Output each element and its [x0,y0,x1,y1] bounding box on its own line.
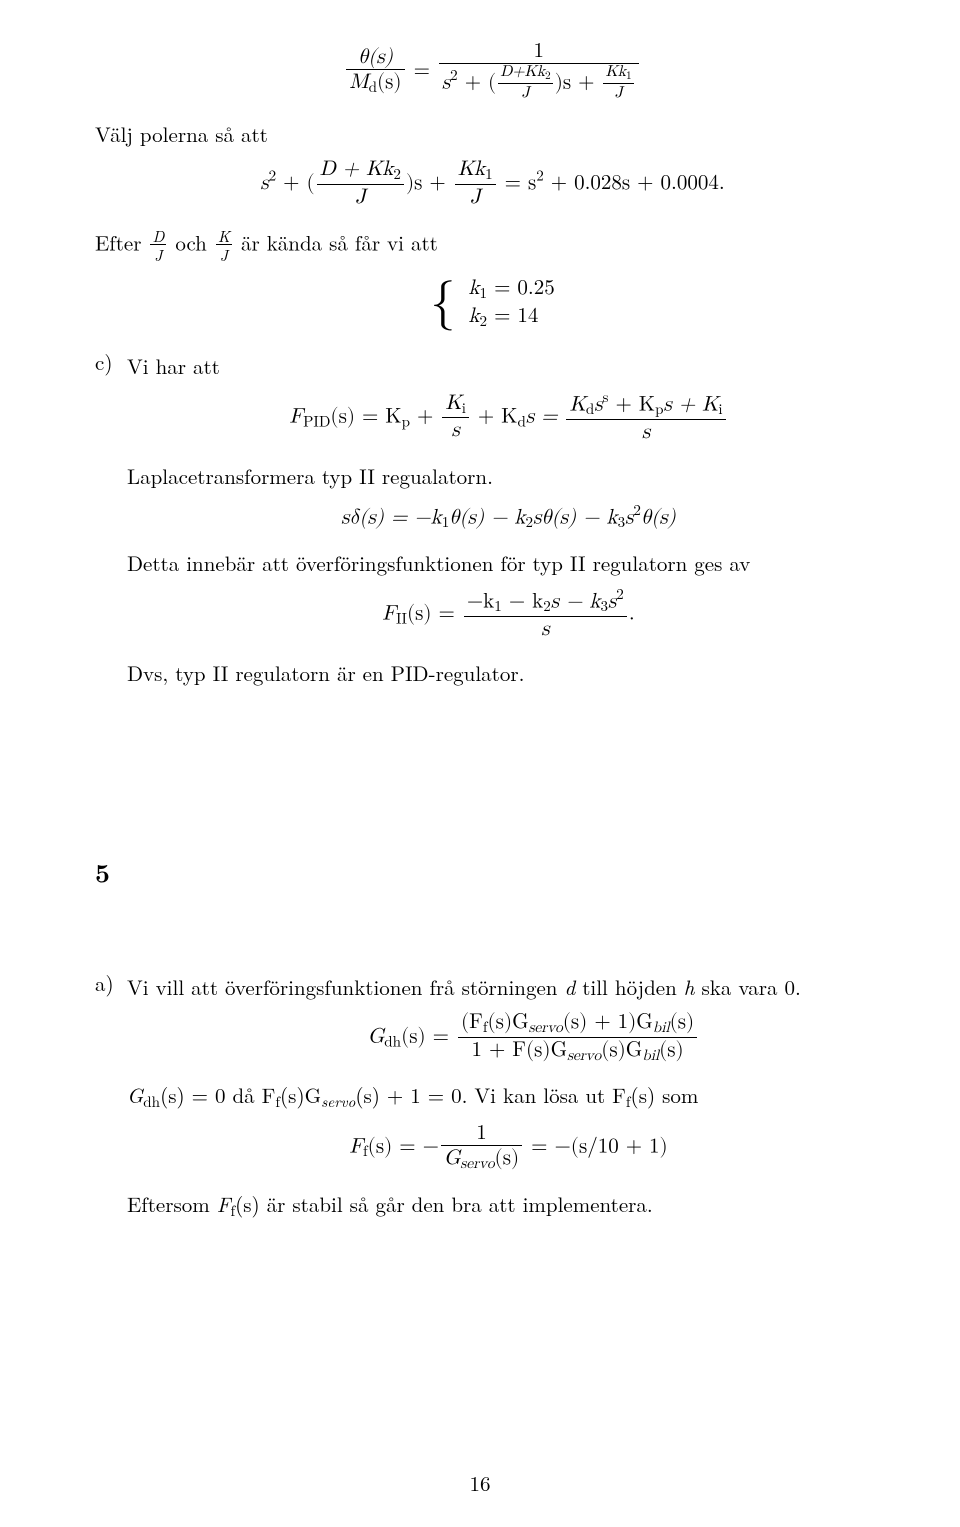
item-5a-label: a) [95,969,127,997]
item-c: c) Vi har att FPID(s) = Kp + Kis + Kds =… [95,348,890,694]
text-valj-polerna: Välj polerna så att [95,120,890,148]
text-5a-p3: Eftersom Ff(s) är stabil så går den bra … [127,1190,890,1221]
problem-number-5: 5 [95,854,890,889]
text-dvs-typ2: Dvs, typ II regulatorn är en PID-regulat… [127,659,890,687]
item-c-label: c) [95,348,127,376]
text-5a-p1: Vi vill att överföringsfunktionen frå st… [127,973,890,1001]
text-detta-innebar: Detta innebär att överföringsfunktionen … [127,549,890,577]
equation-sdelta: sδ(s) = −k1θ(s) − k2sθ(s) − k3s2θ(s) [127,501,890,533]
equation-theta-over-md: θ(s) Md(s) = 1 s2 + (D+Kk2J)s + Kk1J [95,40,890,104]
item-5a: a) Vi vill att överföringsfunktionen frå… [95,969,890,1228]
equation-fii: FII(s) = −k1 − k2s − k3s2s. [127,587,890,643]
equation-ff: Ff(s) = −1Gservo(s) = −(s/10 + 1) [127,1122,890,1174]
text-vi-har-att: Vi har att [127,352,890,380]
page: θ(s) Md(s) = 1 s2 + (D+Kk2J)s + Kk1J Väl… [0,0,960,1527]
equation-pole-placement: s2 + (D + Kk2J)s + Kk1J = s2 + 0.028s + … [95,158,890,211]
page-number: 16 [0,1469,960,1497]
text-5a-p2: Gdh(s) = 0 då Ff(s)Gservo(s) + 1 = 0. Vi… [127,1081,890,1112]
equation-gdh: Gdh(s) = (Ff(s)Gservo(s) + 1)Gbil(s)1 + … [127,1011,890,1065]
text-efter-dj-kj: Efter DJ och KJ är kända så får vi att [95,227,890,265]
equation-k1-k2: { k1 = 0.25 k2 = 14 [95,275,890,332]
equation-fpid: FPID(s) = Kp + Kis + Kds = Kdss + Kps + … [127,390,890,446]
text-laplace: Laplacetransformera typ II regualatorn. [127,462,890,490]
